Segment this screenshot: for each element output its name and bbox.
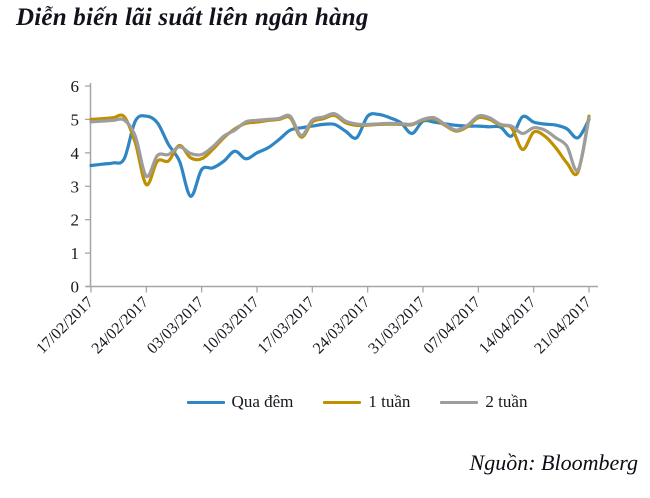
legend-item-qua-dem: Qua đêm: [186, 392, 294, 412]
chart-legend: Qua đêm 1 tuần 2 tuần: [32, 392, 650, 412]
y-tick-label: 4: [71, 144, 80, 163]
x-tick-label: 17/02/2017: [33, 294, 97, 358]
y-tick-label: 6: [71, 77, 80, 96]
legend-item-1-tuan: 1 tuần: [323, 392, 410, 412]
interbank-rate-chart: 0 1 2 3 4 5 6 17/02/2017 24/02/2017 03/03/2017 10/…: [33, 77, 598, 358]
legend-label-1-tuan: 1 tuần: [368, 392, 411, 411]
series-line-2-tuan: [89, 112, 591, 179]
y-tick-label: 5: [71, 110, 80, 129]
x-tick-label: 10/03/2017: [199, 294, 263, 358]
legend-item-2-tuan: 2 tuần: [440, 392, 527, 412]
x-tick-label: 14/04/2017: [476, 294, 540, 358]
legend-swatch-qua-dem: [186, 400, 225, 404]
x-tick-label: 24/03/2017: [310, 294, 374, 358]
x-tick-label: 17/03/2017: [255, 294, 319, 358]
legend-swatch-2-tuan: [440, 400, 479, 404]
line-chart-canvas: 0 1 2 3 4 5 6 17/02/201724/02/201703/03/201710/…: [33, 77, 598, 358]
y-tick-label: 1: [71, 244, 80, 263]
x-tick-label: 07/04/2017: [421, 294, 485, 358]
x-tick-label: 21/04/2017: [531, 294, 595, 358]
legend-swatch-1-tuan: [323, 400, 362, 404]
x-tick-label: 24/02/2017: [89, 294, 153, 358]
y-tick-label: 3: [71, 177, 80, 196]
x-tick-label: 31/03/2017: [365, 294, 429, 358]
legend-label-qua-dem: Qua đêm: [231, 392, 294, 411]
source-caption: Nguồn: Bloomberg: [469, 450, 638, 475]
x-tick-label: 03/03/2017: [144, 294, 208, 358]
legend-label-2-tuan: 2 tuần: [485, 392, 528, 411]
page-title: Diễn biến lãi suất liên ngân hàng: [16, 4, 369, 31]
y-tick-label: 0: [71, 278, 80, 297]
y-tick-label: 2: [71, 211, 80, 230]
